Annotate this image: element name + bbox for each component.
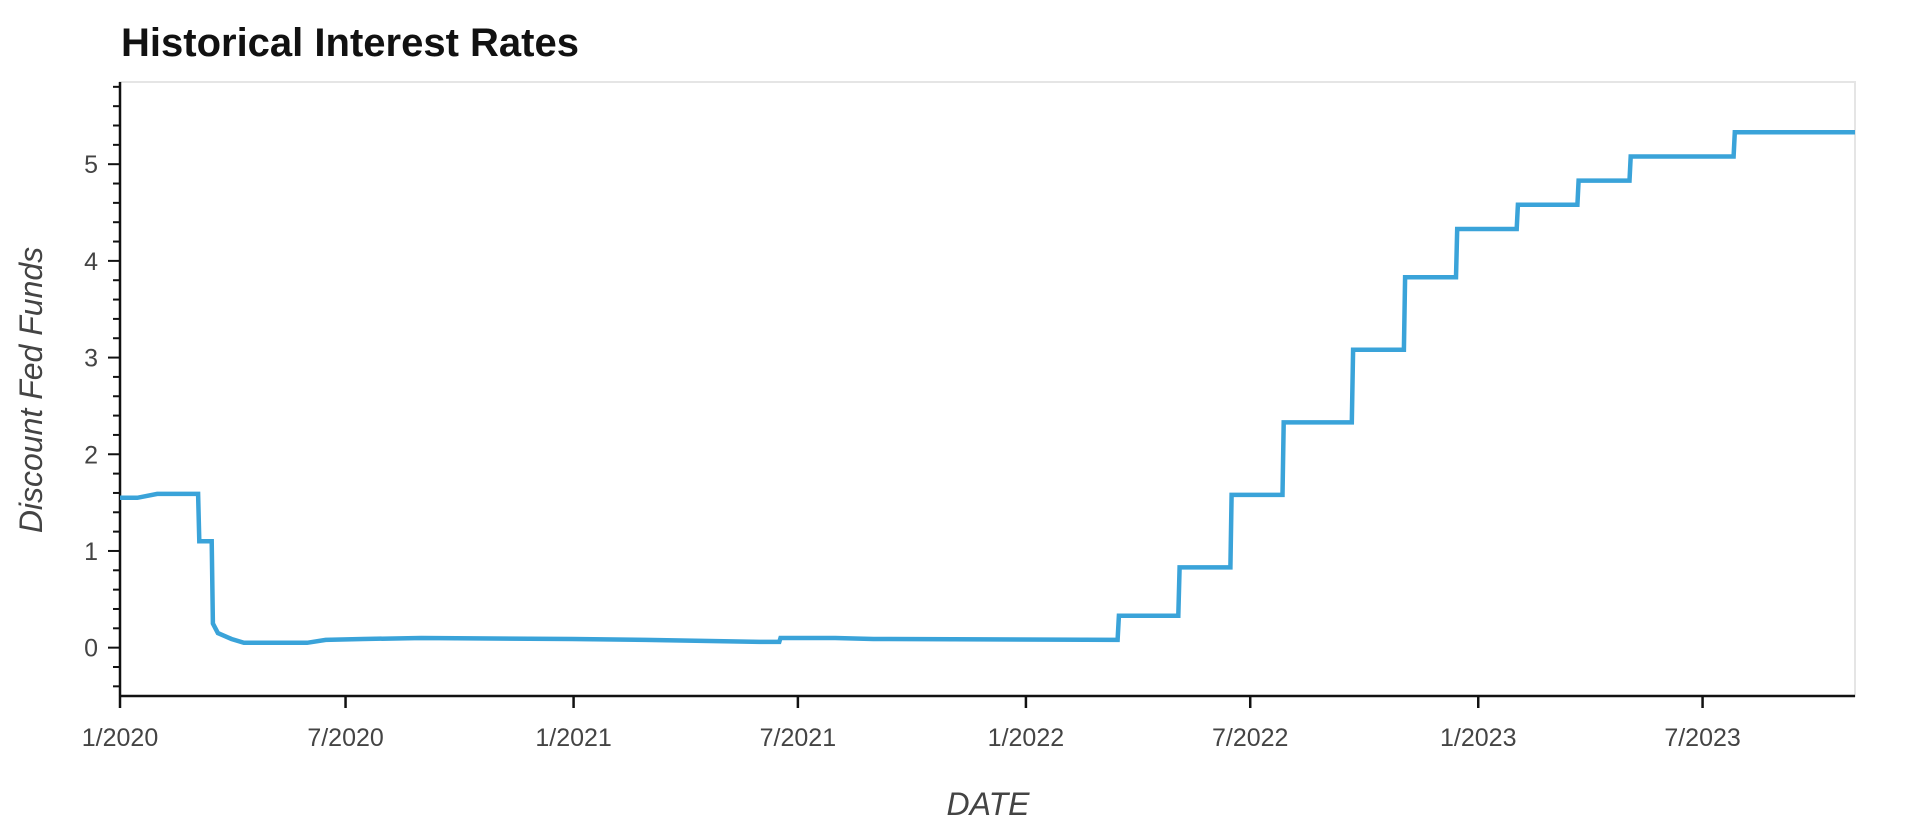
series-line	[120, 130, 1855, 646]
y-axis-label: Discount Fed Funds	[13, 247, 49, 533]
y-tick-label: 2	[84, 441, 98, 469]
plot-area-frame	[119, 81, 1856, 697]
x-tick-label: 7/2020	[307, 724, 383, 752]
x-axis-label: DATE	[947, 786, 1031, 822]
y-tick-label: 3	[84, 345, 98, 373]
series-layer	[120, 130, 1855, 646]
y-tick-label: 0	[84, 635, 98, 663]
x-tick-label: 1/2022	[988, 724, 1064, 752]
x-tick-label: 1/2023	[1440, 724, 1516, 752]
x-tick-label: 7/2022	[1212, 724, 1288, 752]
y-tick-label: 5	[84, 151, 98, 179]
x-tick-label: 1/2021	[535, 724, 611, 752]
chart-title: Historical Interest Rates	[121, 21, 579, 65]
y-axis: 0 1 2 3 4 5	[84, 82, 122, 696]
x-tick-label: 7/2023	[1664, 724, 1740, 752]
x-axis: 1/2020 7/2020 1/2021 7/2021 1/2022 7/2022 1/20…	[82, 694, 1855, 752]
y-tick-label: 1	[84, 538, 98, 566]
x-tick-label: 7/2021	[760, 724, 836, 752]
y-tick-label: 4	[84, 248, 98, 276]
x-tick-label: 1/2020	[82, 724, 158, 752]
